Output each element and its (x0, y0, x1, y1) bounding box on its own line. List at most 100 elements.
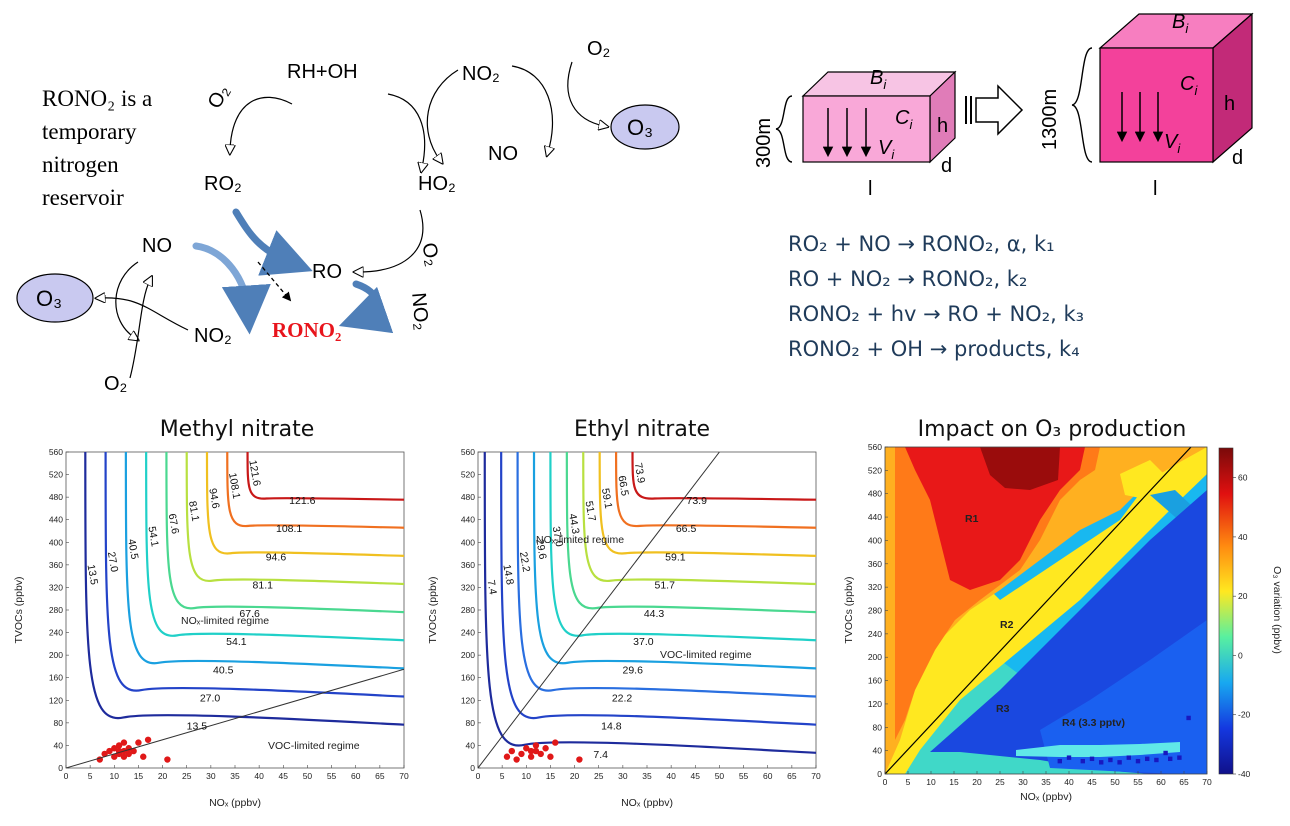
label-no-left: NO (142, 235, 172, 257)
scatter-point (532, 742, 540, 749)
y-tick-label: 480 (461, 492, 475, 502)
x-tick-label: 50 (1110, 777, 1120, 787)
impact-regime-line (885, 447, 1192, 774)
region-r4: R4 (3.3 pptv) (1062, 717, 1125, 729)
y-tick-label: 40 (54, 740, 64, 750)
y-tick-label: 80 (466, 718, 476, 728)
x-tick-label: 20 (570, 771, 580, 781)
contour-line (549, 452, 816, 642)
arrow-ho2-ro (358, 209, 424, 272)
small-box-ci: Ci (895, 107, 913, 132)
contour-label: 73.9 (632, 462, 647, 484)
scatter-point (547, 753, 554, 760)
y-tick-label: 80 (54, 718, 64, 728)
contour-line (124, 452, 404, 670)
large-box-ci: Ci (1180, 73, 1198, 98)
ethyl-regime-line (478, 452, 720, 768)
large-box-bi: Bi (1172, 11, 1189, 36)
contour-label: 81.1 (186, 500, 201, 522)
colorbar-tick-label: 0 (1238, 650, 1243, 660)
x-tick-label: 0 (883, 777, 888, 787)
contour-line (500, 452, 816, 726)
methyl-nitrate-plot: 0 5 10 15 20 25 30 35 40 45 50 55 60 65 70 0 40 80 120 160 2… (13, 447, 409, 809)
contour-line (532, 452, 816, 670)
contour-label: 54.1 (226, 636, 247, 648)
colorbar-tick-label: 20 (1238, 591, 1248, 601)
label-o2-mid: O₂ (417, 241, 443, 268)
small-box-d: d (941, 155, 952, 177)
contour-label: 54.1 (145, 525, 160, 547)
contour-line (582, 452, 816, 586)
contour-label: 7.4 (485, 579, 499, 596)
contour-line (565, 452, 816, 614)
y-tick-label: 440 (461, 515, 475, 525)
contour-label: 29.6 (533, 538, 548, 560)
contour-label: 67.6 (166, 513, 181, 535)
y-tick-label: 560 (49, 447, 63, 457)
arrow-ro2-ro (232, 208, 313, 276)
colorbar-tick-label: -40 (1238, 769, 1251, 779)
y-tick-label: 160 (868, 676, 882, 686)
contour-label: 67.6 (239, 608, 260, 620)
contour-line (165, 452, 404, 614)
y-tick-label: 440 (49, 515, 63, 525)
large-box: 1300m Bi Ci Vi h d l (1039, 11, 1254, 200)
x-tick-label: 40 (1064, 777, 1074, 787)
equation-4: RONO₂ + OH → products, k₄ (788, 337, 1080, 361)
y-tick-label: 160 (461, 673, 475, 683)
contour-label: 13.5 (187, 721, 208, 733)
contour-line (614, 452, 816, 529)
contour-label: 14.8 (500, 564, 515, 586)
contour-label: 22.2 (517, 551, 532, 573)
label-o2-bottom: O₂ (104, 373, 127, 395)
large-box-vi: Vi (1164, 131, 1181, 156)
equation-2: RO + NO₂ → RONO₂, k₂ (788, 267, 1027, 291)
scatter-point (503, 753, 511, 760)
x-tick-label: 55 (739, 771, 749, 781)
label-no2-top: NO₂ (462, 63, 500, 85)
x-tick-label: 10 (110, 771, 120, 781)
arrow-o3-left (100, 298, 189, 331)
x-tick-label: 50 (715, 771, 725, 781)
contour-label: 40.5 (213, 664, 234, 676)
x-tick-label: 35 (1041, 777, 1051, 787)
contour-line (185, 452, 404, 586)
contour-label: 94.6 (206, 487, 221, 509)
large-box-l: l (1153, 178, 1157, 200)
x-tick-label: 10 (926, 777, 936, 787)
contour-line (226, 452, 404, 529)
y-tick-label: 400 (49, 537, 63, 547)
x-tick-label: 70 (399, 771, 409, 781)
scatter-point (130, 747, 137, 755)
r4-square (1168, 756, 1173, 762)
contour-line (145, 452, 404, 642)
x-tick-label: 45 (691, 771, 701, 781)
label-o3-top: O₃ (627, 115, 653, 140)
scatter-point (518, 750, 525, 758)
x-tick-label: 45 (1087, 777, 1097, 787)
ethyl-contour-labels: 7.47.414.814.822.222.229.629.637.037.044… (485, 462, 708, 761)
x-tick-label: 60 (763, 771, 773, 781)
y-tick-label: 560 (868, 442, 882, 452)
contour-label: 40.5 (125, 538, 140, 560)
x-tick-label: 25 (594, 771, 604, 781)
contour-line (516, 452, 816, 698)
contour-line (84, 452, 404, 726)
contour-label: 66.5 (676, 523, 697, 535)
large-box-d: d (1232, 147, 1243, 169)
y-tick-label: 320 (461, 582, 475, 592)
scatter-point (542, 745, 549, 752)
r4-square (1099, 760, 1104, 765)
contour-label: 51.7 (655, 580, 676, 592)
impact-xlabel: NOₓ (ppbv) (1020, 791, 1072, 803)
x-tick-label: 65 (787, 771, 797, 781)
arrow-no-no2-left (115, 261, 138, 338)
impact-ylabel: TVOCs (ppbv) (843, 576, 855, 643)
y-tick-label: 280 (461, 605, 475, 615)
x-tick-label: 5 (88, 771, 93, 781)
y-tick-label: 320 (868, 582, 882, 592)
small-box-l: l (868, 178, 872, 200)
impact-title: Impact on O₃ production (918, 417, 1187, 442)
ethyl-title: Ethyl nitrate (574, 417, 710, 442)
y-tick-label: 120 (49, 695, 63, 705)
